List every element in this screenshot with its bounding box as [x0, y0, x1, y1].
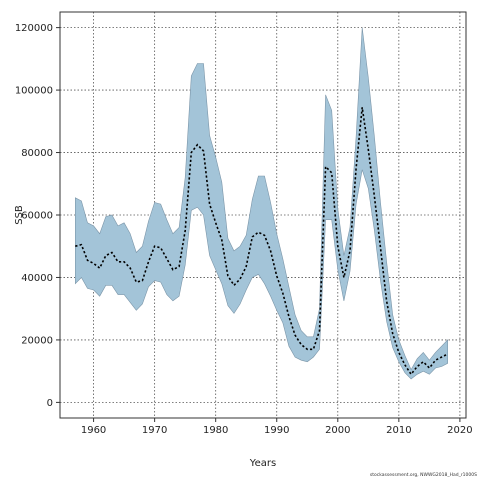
y-axis-title: SSB: [14, 205, 25, 225]
x-axis-title: Years: [249, 458, 276, 469]
x-tick-label: 1970: [142, 425, 167, 436]
source-footnote: stockassessment.org, NWWG2018_Had_r1000S: [369, 473, 477, 478]
y-tick-label: 40000: [21, 273, 53, 284]
x-tick-label: 2020: [447, 425, 472, 436]
y-tick-label: 0: [47, 398, 53, 409]
axis-ticks: 1960 1970 1980 1990 2000 2010 2020 0 20000 40000 6…: [15, 23, 473, 436]
x-tick-label: 2010: [386, 425, 411, 436]
x-tick-label: 2000: [325, 425, 350, 436]
x-tick-label: 1980: [203, 425, 228, 436]
confidence-band: [75, 27, 448, 380]
y-tick-label: 20000: [21, 335, 53, 346]
y-tick-label: 120000: [15, 23, 53, 34]
y-tick-label: 100000: [15, 86, 53, 97]
x-tick-label: 1990: [264, 425, 289, 436]
plot-area: [75, 27, 449, 380]
y-tick-label: 80000: [21, 148, 53, 159]
x-tick-label: 1960: [81, 425, 106, 436]
y-tick-label: 60000: [21, 211, 53, 222]
